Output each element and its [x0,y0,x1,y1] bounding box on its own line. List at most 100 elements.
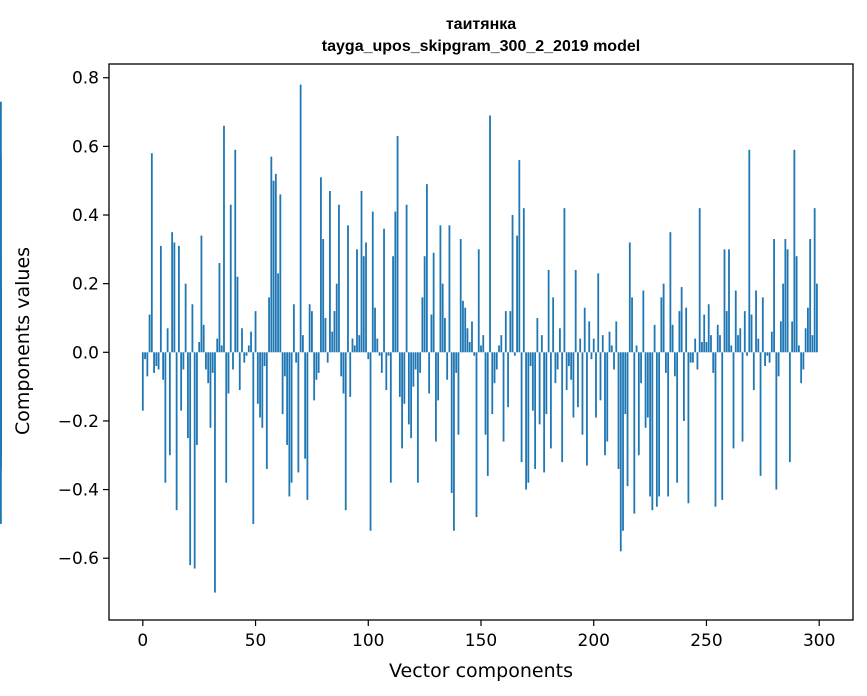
bar [552,297,555,353]
bar [592,338,595,353]
bar [274,173,277,353]
bar [728,249,730,353]
bar [227,352,230,394]
bar [698,208,701,353]
bar [714,352,717,507]
bar [198,342,201,353]
bar [678,311,681,353]
bar [232,352,234,370]
bar [586,352,588,466]
bar [581,352,584,435]
bar [349,352,352,397]
bar [0,352,2,469]
bar [480,345,482,353]
bar [644,352,647,428]
x-axis-ticks: 0 50 100 150 200 250 300 [137,620,835,651]
bar [164,352,167,483]
bar [786,249,789,353]
x-tick-label: 300 [803,631,835,651]
bar [588,321,591,353]
bar [277,273,279,353]
bar [811,335,814,353]
bar [353,345,356,353]
bar [604,352,606,456]
bar [180,352,183,411]
bar [412,352,415,387]
y-tick-label: −0.6 [58,549,99,569]
bar [716,324,719,353]
bar [166,328,169,353]
bar [518,160,521,353]
bar [556,352,559,370]
bar [784,239,787,353]
bar [175,352,178,511]
bar [448,225,451,353]
bar [362,256,365,353]
bar [797,345,800,353]
bar [263,352,266,367]
bar [342,352,345,394]
y-tick-label: −0.2 [58,412,99,432]
bar [775,352,778,490]
bar [669,232,672,353]
x-tick-label: 250 [690,631,722,651]
y-tick-label: 0.8 [72,69,99,89]
bar [671,324,674,353]
bar [367,352,370,360]
x-tick-label: 50 [245,631,267,651]
bar [701,342,703,353]
bar [297,352,300,473]
bar [622,352,624,531]
bar [430,314,433,353]
bar [486,352,489,476]
bar [741,352,744,442]
bar [653,324,656,353]
bar [617,352,620,469]
bar [191,304,194,353]
bar [687,352,690,504]
bar [308,304,311,353]
x-tick-label: 200 [578,631,610,651]
bar [626,352,629,487]
y-tick-label: −0.4 [58,481,99,501]
bar [205,352,207,370]
bar [270,156,273,353]
bar [414,352,417,370]
bar [633,352,636,514]
bar [597,273,600,353]
bar [788,352,791,463]
bar [800,352,803,384]
bar [577,352,579,408]
bar [288,352,291,497]
bar [299,84,302,353]
bar [306,352,309,500]
bar [290,352,293,483]
bar [534,352,537,469]
bar [283,352,286,377]
bar [773,239,775,353]
bar [761,297,764,353]
bar [649,352,651,497]
bar [813,208,816,353]
bar [545,352,548,415]
bar [516,235,518,353]
bar [220,345,223,353]
bars-group [0,84,818,593]
bar [750,314,753,353]
bar [304,352,307,459]
bar [475,352,478,518]
bar [292,304,295,353]
bar [247,345,250,353]
plot-area-frame [108,63,854,621]
bar [410,352,413,439]
bar [365,242,367,353]
bar [549,352,552,449]
bar [326,352,329,363]
bar [748,149,751,353]
bar [782,283,785,353]
bar [437,352,440,401]
x-tick-label: 100 [352,631,384,651]
bar [311,311,313,353]
bar [374,307,376,353]
bar [450,352,453,494]
